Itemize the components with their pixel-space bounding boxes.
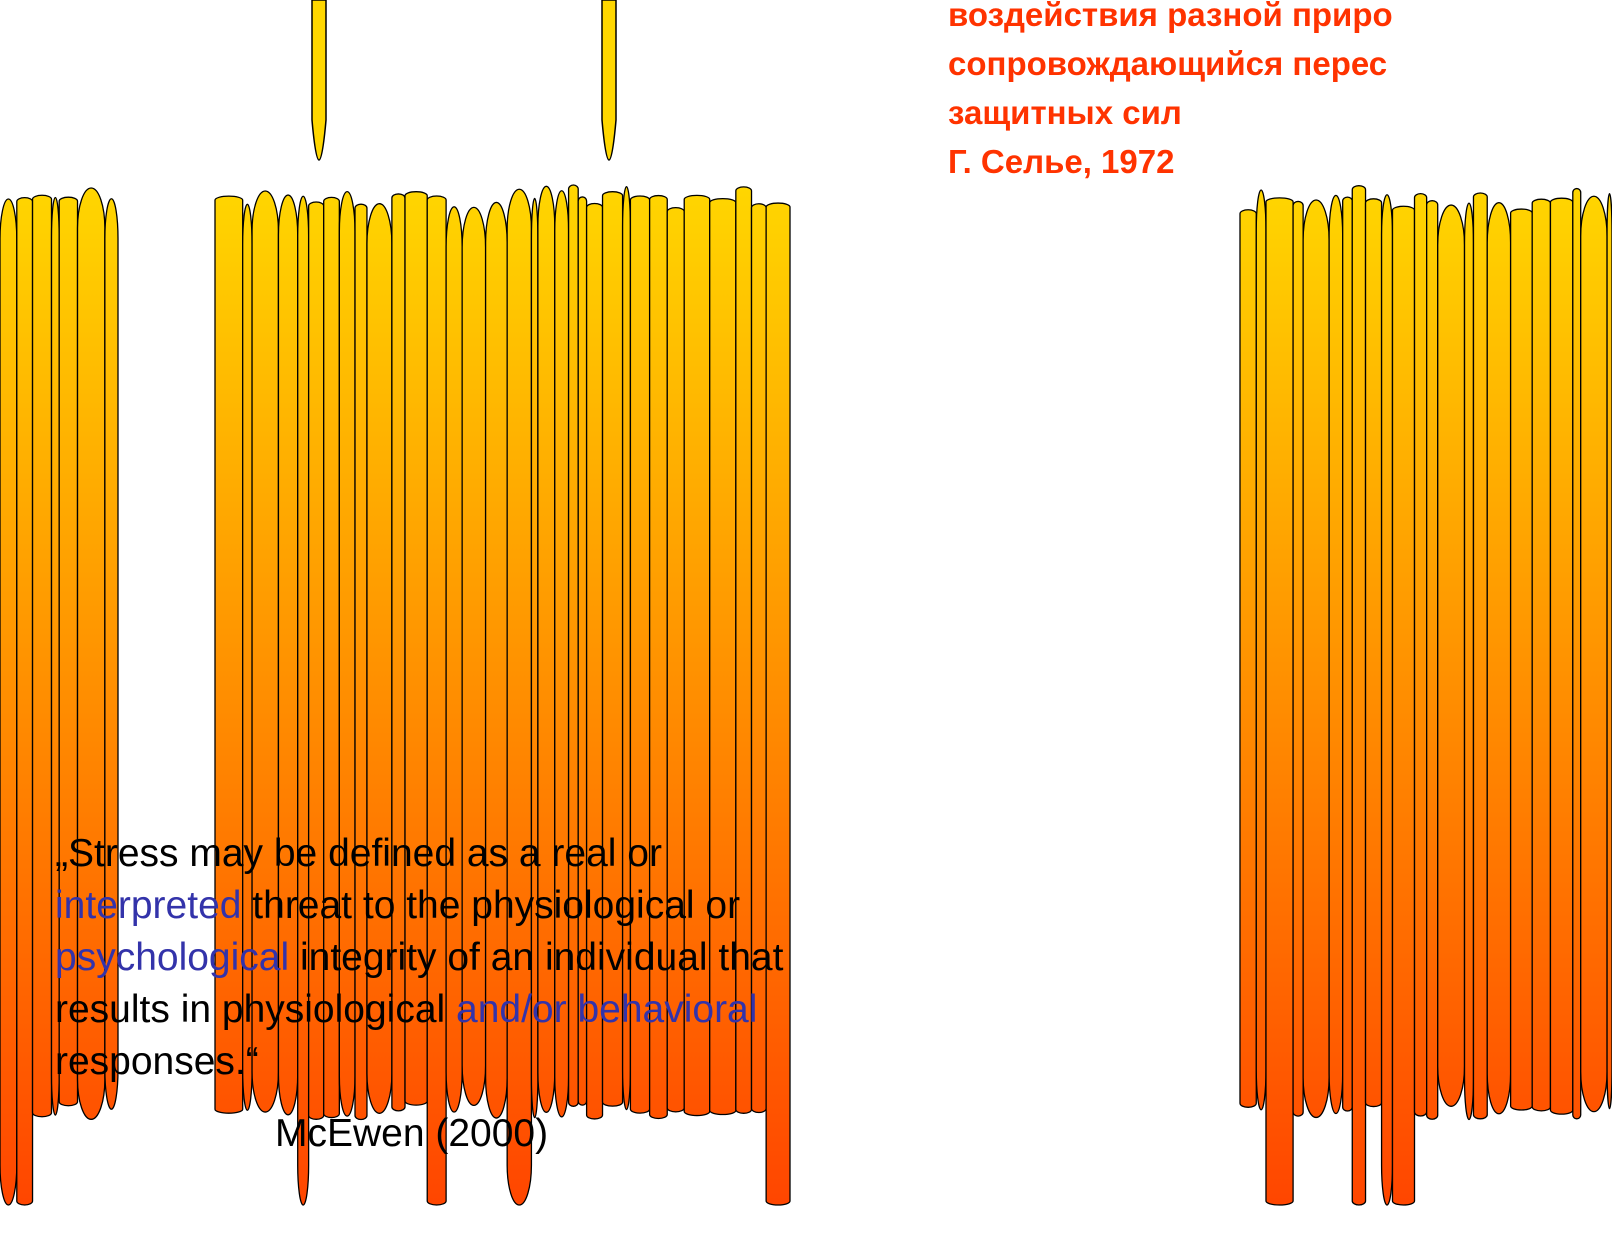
wordart-stripe: [1486, 202, 1512, 1115]
wordart-stripe: [1255, 189, 1267, 1111]
quote-line: psychological integrity of an individual…: [55, 932, 783, 984]
wordart-stripe: [1426, 200, 1439, 1120]
definition: воздействия разной приро сопровождающийся…: [948, 0, 1393, 186]
wordart-stripe: [1531, 198, 1552, 1112]
definition-line: Г. Селье, 1972: [948, 143, 1175, 180]
wordart-stripe: [1572, 187, 1582, 1120]
wordart-stripe: [1580, 195, 1608, 1113]
quote-line: results in physiological and/or behavior…: [55, 984, 783, 1036]
wordart-stripe: [1509, 208, 1533, 1111]
quote-segment: and/or behavioral: [456, 988, 758, 1031]
quote-segment: threat to the physiological or: [241, 884, 741, 927]
wordart-stripe: [1364, 198, 1383, 1108]
quote-segment: psychological: [55, 936, 290, 979]
wordart-stripe: [1549, 197, 1574, 1115]
wordart-stripe: [1413, 192, 1428, 1117]
wordart-stripe: [1328, 194, 1344, 1115]
wordart-stripe: [1437, 204, 1466, 1107]
wordart-stripe: [1302, 199, 1330, 1119]
quote-segment: results in physiological: [55, 988, 457, 1031]
quote-segment: interpreted: [55, 884, 242, 927]
quote-segment: integrity of an individual that: [289, 936, 784, 979]
wordart-stripe: [1606, 192, 1612, 1110]
drop: [601, 0, 617, 161]
quote-segment: responses.“: [55, 1040, 259, 1083]
wordart-stripe: [1265, 197, 1294, 1206]
wordart-stripe: [1463, 202, 1475, 1121]
quote-line: responses.“: [55, 1036, 783, 1088]
wordart-stripe: [31, 194, 53, 1118]
wordart-stripe: [765, 202, 791, 1206]
wordart-stripe: [1472, 192, 1488, 1120]
quote: „Stress may be defined as a real or inter…: [55, 828, 783, 1088]
quote-author: McEwen (2000): [275, 1112, 549, 1155]
definition-line: сопровождающийся перес: [948, 45, 1388, 82]
wordart-stripe: [1351, 185, 1367, 1206]
drop: [311, 0, 327, 161]
definition-line: защитных сил: [948, 94, 1182, 131]
wordart-stripe: [104, 198, 119, 1110]
quote-segment: „Stress may be defined as a real or: [55, 832, 662, 875]
wordart-stripe: [1391, 205, 1416, 1206]
wordart-stripe: [16, 197, 34, 1206]
quote-line: „Stress may be defined as a real or: [55, 828, 783, 880]
definition-line: воздействия разной приро: [948, 0, 1393, 33]
wordart-stripe: [1380, 194, 1394, 1206]
wordart-stripe: [1239, 209, 1257, 1108]
wordart-stripe: [0, 198, 18, 1206]
quote-line: interpreted threat to the physiological …: [55, 880, 783, 932]
wordart-stripe: [1342, 196, 1353, 1112]
wordart-stripe: [1292, 200, 1304, 1117]
